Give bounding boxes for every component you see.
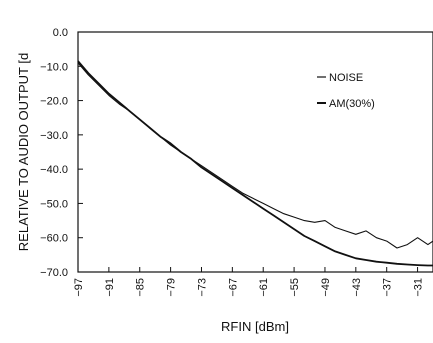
y-tick-label: −20.0 <box>40 96 68 108</box>
legend-label-am: AM(30%) <box>329 98 375 110</box>
series-line-noise <box>77 62 433 249</box>
series-layer <box>77 60 433 267</box>
x-tick-label: −73 <box>196 278 208 297</box>
y-tick-label: −30.0 <box>40 130 68 142</box>
y-tick-label: 0.0 <box>53 27 68 39</box>
x-tick-label: −97 <box>73 278 85 297</box>
y-tick-label: −10.0 <box>40 61 68 73</box>
y-axis-label: RELATIVE TO AUDIO OUTPUT [d <box>16 53 31 251</box>
x-axis-label: RFIN [dBm] <box>221 319 289 334</box>
legend-label-noise: NOISE <box>329 72 363 84</box>
y-tick-label: −50.0 <box>40 198 68 210</box>
x-tick-label: −67 <box>227 278 239 297</box>
series-line-am30 <box>77 60 433 267</box>
x-tick-label: −79 <box>166 278 178 297</box>
x-tick-label: −55 <box>289 278 301 297</box>
plot-frame <box>77 31 433 273</box>
x-axis: −97 −91 −85 −79 −73 −67 −61 −55 −49 −43 −37 −31 <box>73 267 425 297</box>
x-tick-label: −43 <box>351 278 363 297</box>
y-tick-label: −60.0 <box>40 233 68 245</box>
y-tick-label: −40.0 <box>40 164 68 176</box>
x-tick-label: −31 <box>413 278 425 297</box>
x-tick-label: −49 <box>320 278 332 297</box>
y-tick-label: −70.0 <box>40 267 68 279</box>
x-tick-label: −37 <box>382 278 394 297</box>
x-tick-label: −85 <box>135 278 147 297</box>
x-tick-label: −61 <box>258 278 270 297</box>
x-tick-label: −91 <box>104 278 116 297</box>
legend: NOISE AM(30%) <box>317 72 375 110</box>
y-axis: 0.0 −10.0 −20.0 −30.0 −40.0 −50.0 −60.0 −70.0 <box>40 27 83 279</box>
